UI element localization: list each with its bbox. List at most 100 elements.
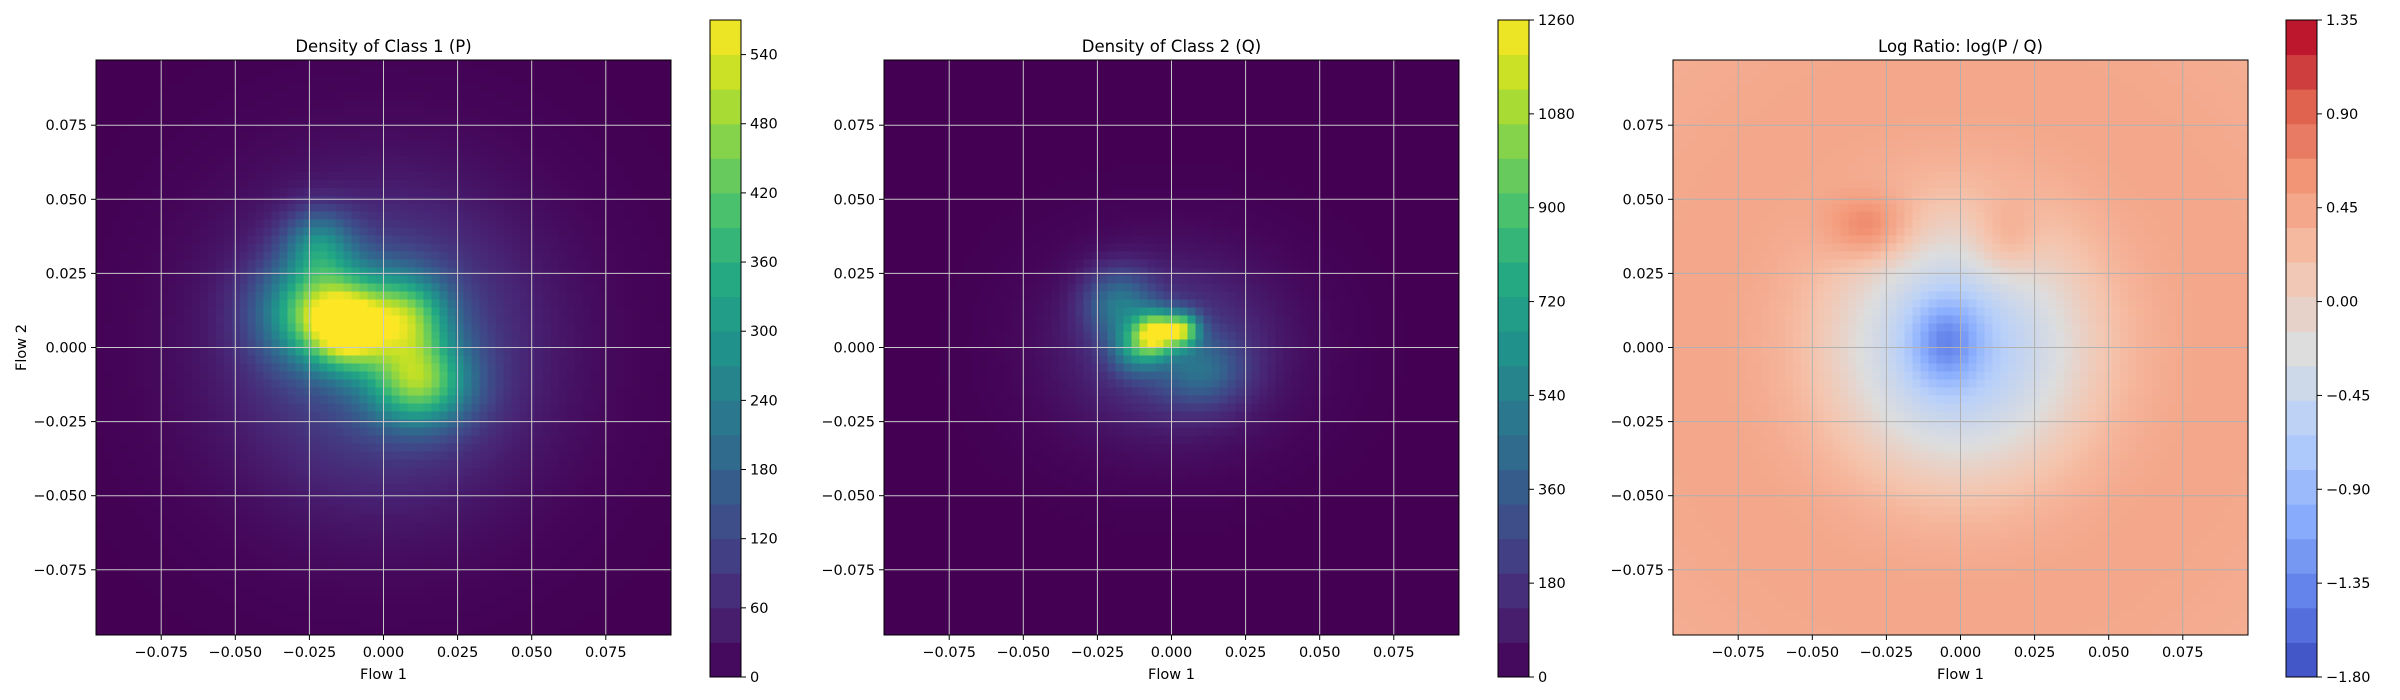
heatmap-cell — [319, 379, 329, 389]
heatmap-cell — [415, 83, 425, 93]
heatmap-cell — [431, 235, 441, 245]
heatmap-cell — [551, 307, 560, 317]
heatmap-cell — [503, 299, 512, 309]
heatmap-cell — [559, 411, 568, 420]
heatmap-cell — [167, 195, 177, 205]
heatmap-cell — [303, 483, 313, 492]
heatmap-cell — [279, 387, 289, 397]
heatmap-cell — [391, 99, 401, 109]
heatmap-cell — [295, 115, 305, 125]
heatmap-cell — [623, 547, 632, 556]
heatmap-cell — [487, 339, 496, 349]
heatmap-cell — [103, 163, 113, 173]
heatmap-cell — [191, 563, 201, 572]
heatmap-cell — [247, 219, 257, 229]
heatmap-cell — [199, 539, 209, 548]
heatmap-cell — [567, 371, 576, 381]
heatmap-cell — [399, 83, 409, 93]
heatmap-cell — [463, 363, 472, 373]
heatmap-cell — [567, 403, 576, 412]
heatmap-cell — [311, 427, 321, 436]
heatmap-cell — [263, 595, 273, 604]
heatmap-cell — [519, 291, 528, 301]
heatmap-cell — [183, 91, 193, 101]
heatmap-cell — [111, 563, 121, 572]
heatmap-cell — [423, 123, 433, 133]
heatmap-cell — [511, 467, 520, 476]
heatmap-cell — [303, 67, 313, 77]
heatmap-cell — [143, 283, 153, 293]
heatmap-cell — [159, 331, 169, 341]
heatmap-cell — [535, 427, 544, 436]
heatmap-cell — [399, 619, 409, 628]
panel-1: −0.075 −0.050 −0.025 0.000 0.025 0.050 0.075−0… — [14, 19, 778, 686]
heatmap-cell — [455, 171, 464, 181]
heatmap-cell — [119, 203, 129, 213]
heatmap-cell — [239, 499, 249, 508]
heatmap-cell — [223, 451, 233, 460]
heatmap-cell — [503, 307, 512, 317]
heatmap-cell — [639, 531, 648, 540]
heatmap-cell — [463, 267, 472, 277]
heatmap-cell — [583, 475, 592, 484]
heatmap-cell — [303, 275, 313, 285]
heatmap-cell — [519, 619, 528, 628]
heatmap-cell — [399, 187, 409, 197]
heatmap-cell — [431, 563, 441, 572]
heatmap-cell — [495, 315, 504, 325]
heatmap-cell — [167, 339, 177, 349]
heatmap-cell — [447, 115, 456, 125]
heatmap-cell — [607, 411, 616, 420]
heatmap-cell — [599, 179, 608, 189]
heatmap-cell — [599, 203, 608, 213]
heatmap-cell — [311, 283, 321, 293]
heatmap-cell — [303, 123, 313, 133]
heatmap-cell — [639, 387, 648, 397]
heatmap-cell — [567, 211, 576, 221]
heatmap-cell — [96, 515, 105, 524]
heatmap-cell — [511, 323, 520, 333]
heatmap-cell — [311, 587, 321, 596]
heatmap-cell — [207, 195, 217, 205]
heatmap-cell — [271, 99, 281, 109]
heatmap-cell — [335, 571, 345, 580]
heatmap-cell — [575, 467, 584, 476]
heatmap-cell — [607, 83, 616, 93]
heatmap-cell — [191, 371, 201, 381]
heatmap-cell — [159, 267, 169, 277]
heatmap-cell — [431, 243, 441, 253]
heatmap-cell — [351, 131, 361, 141]
heatmap-cell — [439, 163, 448, 173]
heatmap-cell — [631, 563, 640, 572]
heatmap-cell — [615, 603, 624, 612]
heatmap-cell — [519, 227, 528, 237]
heatmap-cell — [263, 379, 273, 389]
heatmap-cell — [503, 259, 512, 269]
heatmap-cell — [255, 259, 265, 269]
heatmap-cell — [407, 235, 417, 245]
heatmap-cell — [359, 619, 369, 628]
heatmap-cell — [463, 371, 472, 381]
heatmap-cell — [511, 211, 520, 221]
heatmap-cell — [535, 379, 544, 389]
heatmap-cell — [207, 307, 217, 317]
heatmap-cell — [391, 219, 401, 229]
heatmap-cell — [407, 115, 417, 125]
heatmap-cell — [383, 107, 393, 117]
heatmap-cell — [463, 579, 472, 588]
heatmap-cell — [639, 171, 648, 181]
heatmap-cell — [151, 507, 161, 516]
heatmap-cell — [623, 571, 632, 580]
heatmap-cell — [535, 331, 544, 341]
heatmap-cell — [191, 347, 201, 357]
heatmap-cell — [311, 211, 321, 221]
heatmap-cell — [96, 483, 105, 492]
heatmap-cell — [471, 163, 480, 173]
heatmap-cell — [215, 227, 225, 237]
heatmap-cell — [167, 75, 177, 85]
heatmap-cell — [359, 579, 369, 588]
heatmap-cell — [223, 211, 233, 221]
heatmap-cell — [287, 251, 297, 261]
heatmap-cell — [575, 619, 584, 628]
heatmap-cell — [343, 387, 353, 397]
